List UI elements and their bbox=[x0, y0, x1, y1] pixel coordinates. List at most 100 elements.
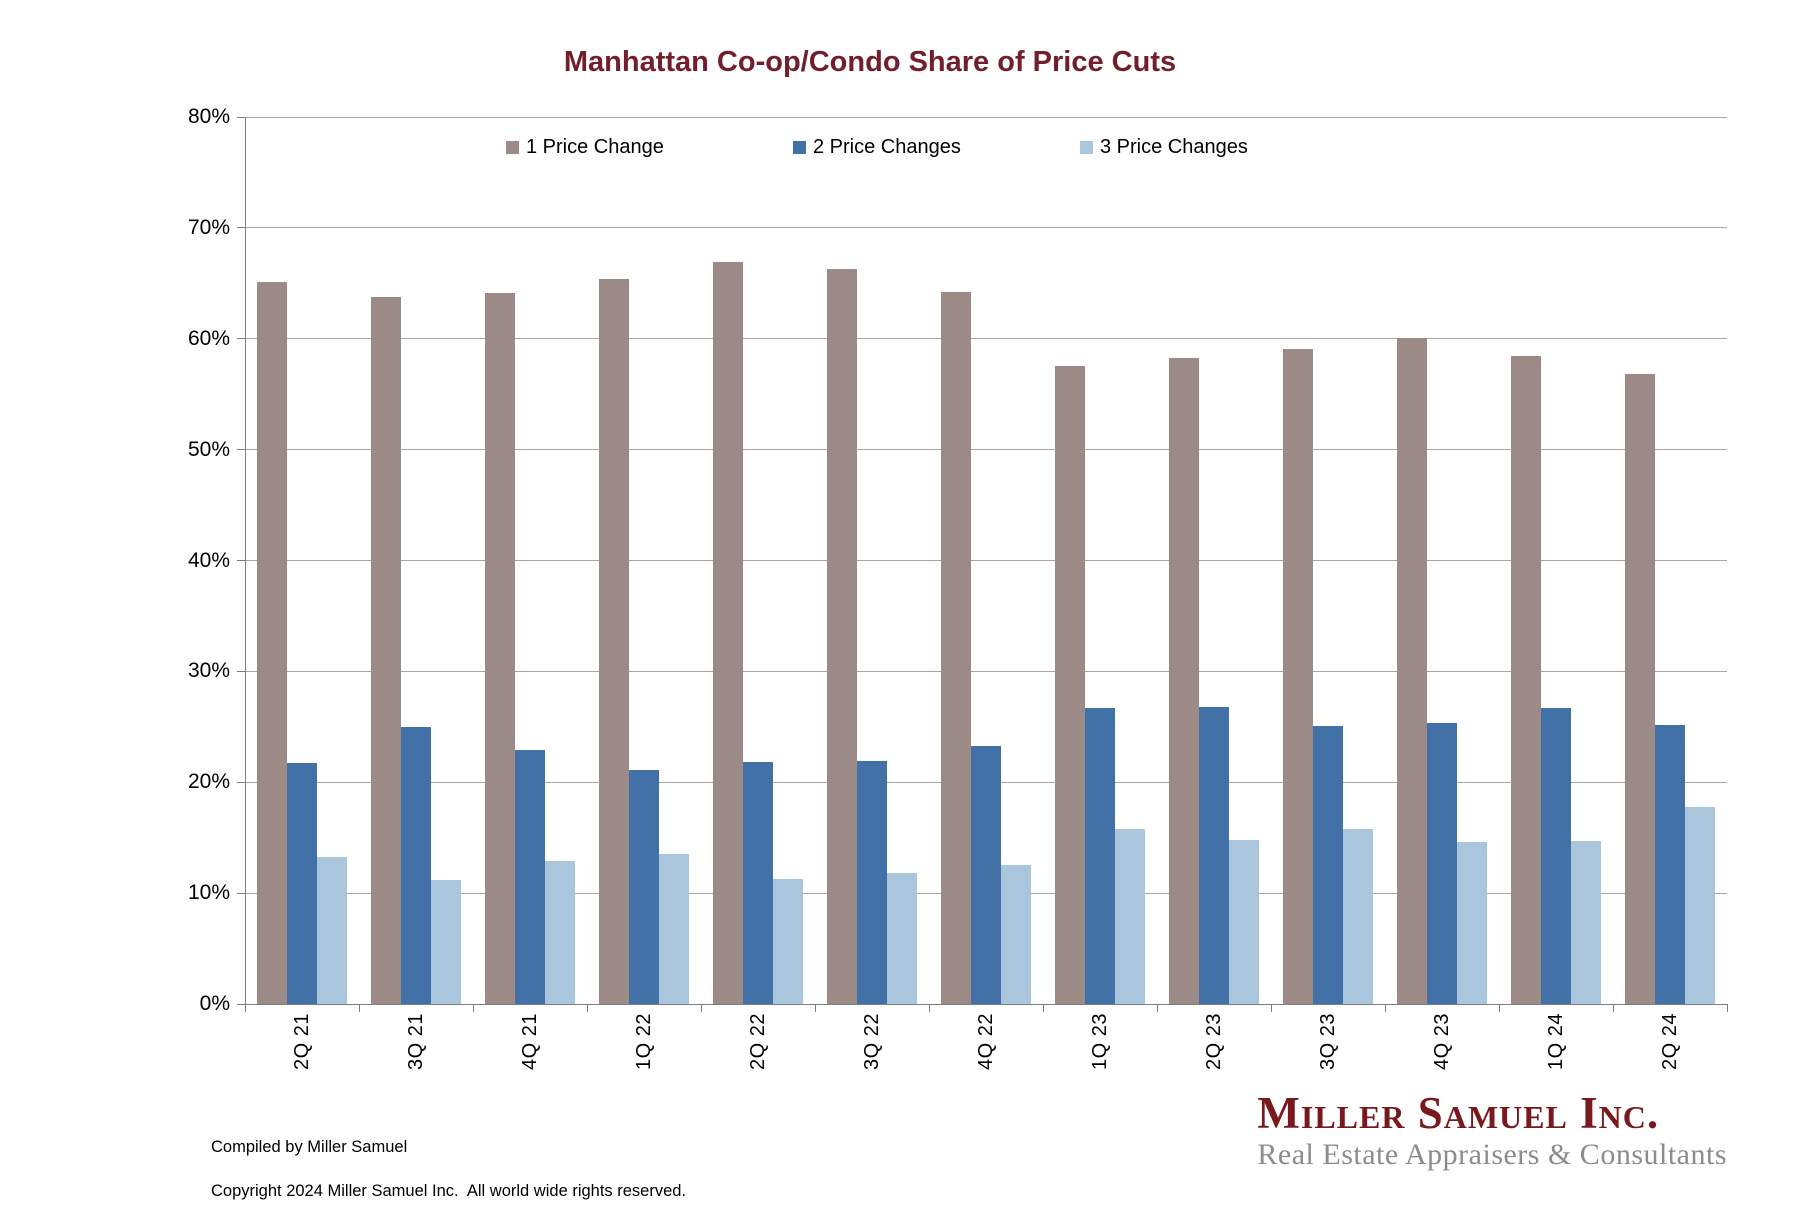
bar-3-price-changes-3q-21 bbox=[431, 879, 461, 1004]
y-tick-40 bbox=[237, 560, 245, 561]
bar-1-price-change-2q-21 bbox=[257, 282, 287, 1004]
bar-2-price-changes-2q-22 bbox=[743, 762, 773, 1004]
x-tick-1 bbox=[358, 1004, 360, 1012]
miller-samuel-logo: Miller Samuel Inc. Real Estate Appraiser… bbox=[1257, 1090, 1727, 1171]
bar-3-price-changes-3q-23 bbox=[1343, 828, 1373, 1004]
x-tick-10 bbox=[1384, 1004, 1386, 1012]
x-tick-8 bbox=[1156, 1004, 1158, 1012]
bar-2-price-changes-4q-22 bbox=[971, 745, 1001, 1004]
legend-swatch-icon bbox=[506, 141, 519, 154]
bar-1-price-change-2q-24 bbox=[1625, 374, 1655, 1004]
legend-label: 2 Price Changes bbox=[813, 136, 961, 158]
footer-copyright: Copyright 2024 Miller Samuel Inc. All wo… bbox=[211, 1182, 687, 1200]
bar-3-price-changes-4q-23 bbox=[1457, 842, 1487, 1004]
bar-2-price-changes-2q-23 bbox=[1199, 706, 1229, 1004]
bar-1-price-change-2q-22 bbox=[713, 262, 743, 1004]
x-axis-label-2q-24: 2Q 24 bbox=[1659, 1013, 1681, 1070]
legend-label: 3 Price Changes bbox=[1100, 136, 1248, 158]
x-tick-13 bbox=[1726, 1004, 1728, 1012]
y-tick-80 bbox=[237, 116, 245, 118]
x-tick-11 bbox=[1498, 1004, 1500, 1012]
bar-2-price-changes-2q-24 bbox=[1655, 724, 1685, 1004]
bar-3-price-changes-4q-21 bbox=[545, 860, 575, 1004]
bar-2-price-changes-3q-21 bbox=[401, 726, 431, 1004]
legend-swatch-icon bbox=[1080, 141, 1093, 154]
x-tick-7 bbox=[1042, 1004, 1044, 1012]
x-axis-label-4q-22: 4Q 22 bbox=[975, 1013, 997, 1070]
x-tick-5 bbox=[814, 1004, 816, 1012]
y-axis-label-0: 0% bbox=[199, 992, 230, 1015]
y-tick-60 bbox=[237, 338, 245, 340]
bar-2-price-changes-3q-22 bbox=[857, 761, 887, 1004]
x-axis-label-1q-22: 1Q 22 bbox=[633, 1013, 655, 1070]
x-axis-label-2q-23: 2Q 23 bbox=[1203, 1013, 1225, 1070]
y-axis-label-80: 80% bbox=[187, 105, 230, 128]
bar-3-price-changes-2q-23 bbox=[1229, 839, 1259, 1004]
x-tick-6 bbox=[928, 1004, 930, 1012]
bar-2-price-changes-2q-21 bbox=[287, 763, 317, 1004]
bar-2-price-changes-4q-23 bbox=[1427, 723, 1457, 1004]
x-tick-12 bbox=[1612, 1004, 1614, 1012]
gridline-40 bbox=[245, 560, 1727, 561]
y-axis-label-30: 30% bbox=[187, 659, 230, 683]
footer-compiled-by: Compiled by Miller Samuel bbox=[211, 1138, 408, 1156]
y-axis-line bbox=[244, 117, 246, 1004]
bar-3-price-changes-1q-23 bbox=[1115, 828, 1145, 1004]
legend-swatch-icon bbox=[793, 141, 806, 154]
bar-2-price-changes-1q-23 bbox=[1085, 707, 1115, 1004]
legend-item-2-price-changes: 2 Price Changes bbox=[793, 136, 961, 159]
bar-3-price-changes-3q-22 bbox=[887, 873, 917, 1004]
logo-name: Miller Samuel Inc. bbox=[1257, 1088, 1660, 1138]
bar-1-price-change-4q-21 bbox=[485, 293, 515, 1004]
bar-1-price-change-3q-23 bbox=[1283, 348, 1313, 1004]
logo-tagline: Real Estate Appraisers & Consultants bbox=[1257, 1138, 1727, 1171]
x-axis-label-2q-22: 2Q 22 bbox=[747, 1013, 769, 1070]
x-axis-line bbox=[245, 1003, 1727, 1005]
x-tick-2 bbox=[472, 1004, 474, 1012]
y-axis-label-60: 60% bbox=[187, 326, 230, 350]
bar-3-price-changes-1q-24 bbox=[1571, 841, 1601, 1004]
y-tick-30 bbox=[237, 670, 245, 672]
x-axis-label-4q-23: 4Q 23 bbox=[1431, 1013, 1453, 1070]
x-tick-4 bbox=[700, 1004, 702, 1012]
y-axis-label-70: 70% bbox=[187, 215, 230, 239]
x-tick-0 bbox=[244, 1004, 246, 1012]
y-axis-label-40: 40% bbox=[187, 548, 230, 572]
gridline-70 bbox=[245, 227, 1727, 229]
y-tick-10 bbox=[237, 892, 245, 894]
bar-2-price-changes-4q-21 bbox=[515, 750, 545, 1004]
bar-1-price-change-1q-24 bbox=[1511, 356, 1541, 1004]
y-tick-20 bbox=[237, 781, 245, 783]
y-axis-label-10: 10% bbox=[187, 881, 230, 905]
y-tick-70 bbox=[237, 227, 245, 229]
x-axis-label-2q-21: 2Q 21 bbox=[291, 1013, 313, 1070]
x-axis-label-3q-22: 3Q 22 bbox=[861, 1013, 883, 1070]
y-tick-50 bbox=[237, 449, 245, 451]
bar-2-price-changes-1q-22 bbox=[629, 770, 659, 1004]
bar-1-price-change-3q-22 bbox=[827, 268, 857, 1004]
x-tick-3 bbox=[586, 1004, 588, 1012]
chart-title: Manhattan Co-op/Condo Share of Price Cut… bbox=[563, 46, 1177, 78]
x-tick-9 bbox=[1270, 1004, 1272, 1012]
bar-1-price-change-4q-22 bbox=[941, 292, 971, 1004]
bar-1-price-change-2q-23 bbox=[1169, 357, 1199, 1004]
bar-1-price-change-1q-23 bbox=[1055, 366, 1085, 1004]
gridline-30 bbox=[245, 670, 1727, 672]
x-axis-label-1q-23: 1Q 23 bbox=[1089, 1013, 1111, 1070]
legend-label: 1 Price Change bbox=[526, 136, 664, 158]
bar-1-price-change-3q-21 bbox=[371, 296, 401, 1004]
bar-2-price-changes-3q-23 bbox=[1313, 725, 1343, 1004]
bar-3-price-changes-2q-24 bbox=[1685, 806, 1715, 1004]
y-axis-label-20: 20% bbox=[187, 770, 230, 794]
legend-item-1-price-change: 1 Price Change bbox=[506, 136, 664, 159]
bar-3-price-changes-2q-22 bbox=[773, 878, 803, 1004]
bar-1-price-change-4q-23 bbox=[1397, 337, 1427, 1004]
bar-2-price-changes-1q-24 bbox=[1541, 707, 1571, 1004]
y-tick-0 bbox=[237, 1003, 245, 1005]
gridline-80 bbox=[245, 116, 1727, 118]
bar-3-price-changes-4q-22 bbox=[1001, 865, 1031, 1004]
gridline-50 bbox=[245, 449, 1727, 451]
x-axis-label-3q-21: 3Q 21 bbox=[405, 1013, 427, 1070]
